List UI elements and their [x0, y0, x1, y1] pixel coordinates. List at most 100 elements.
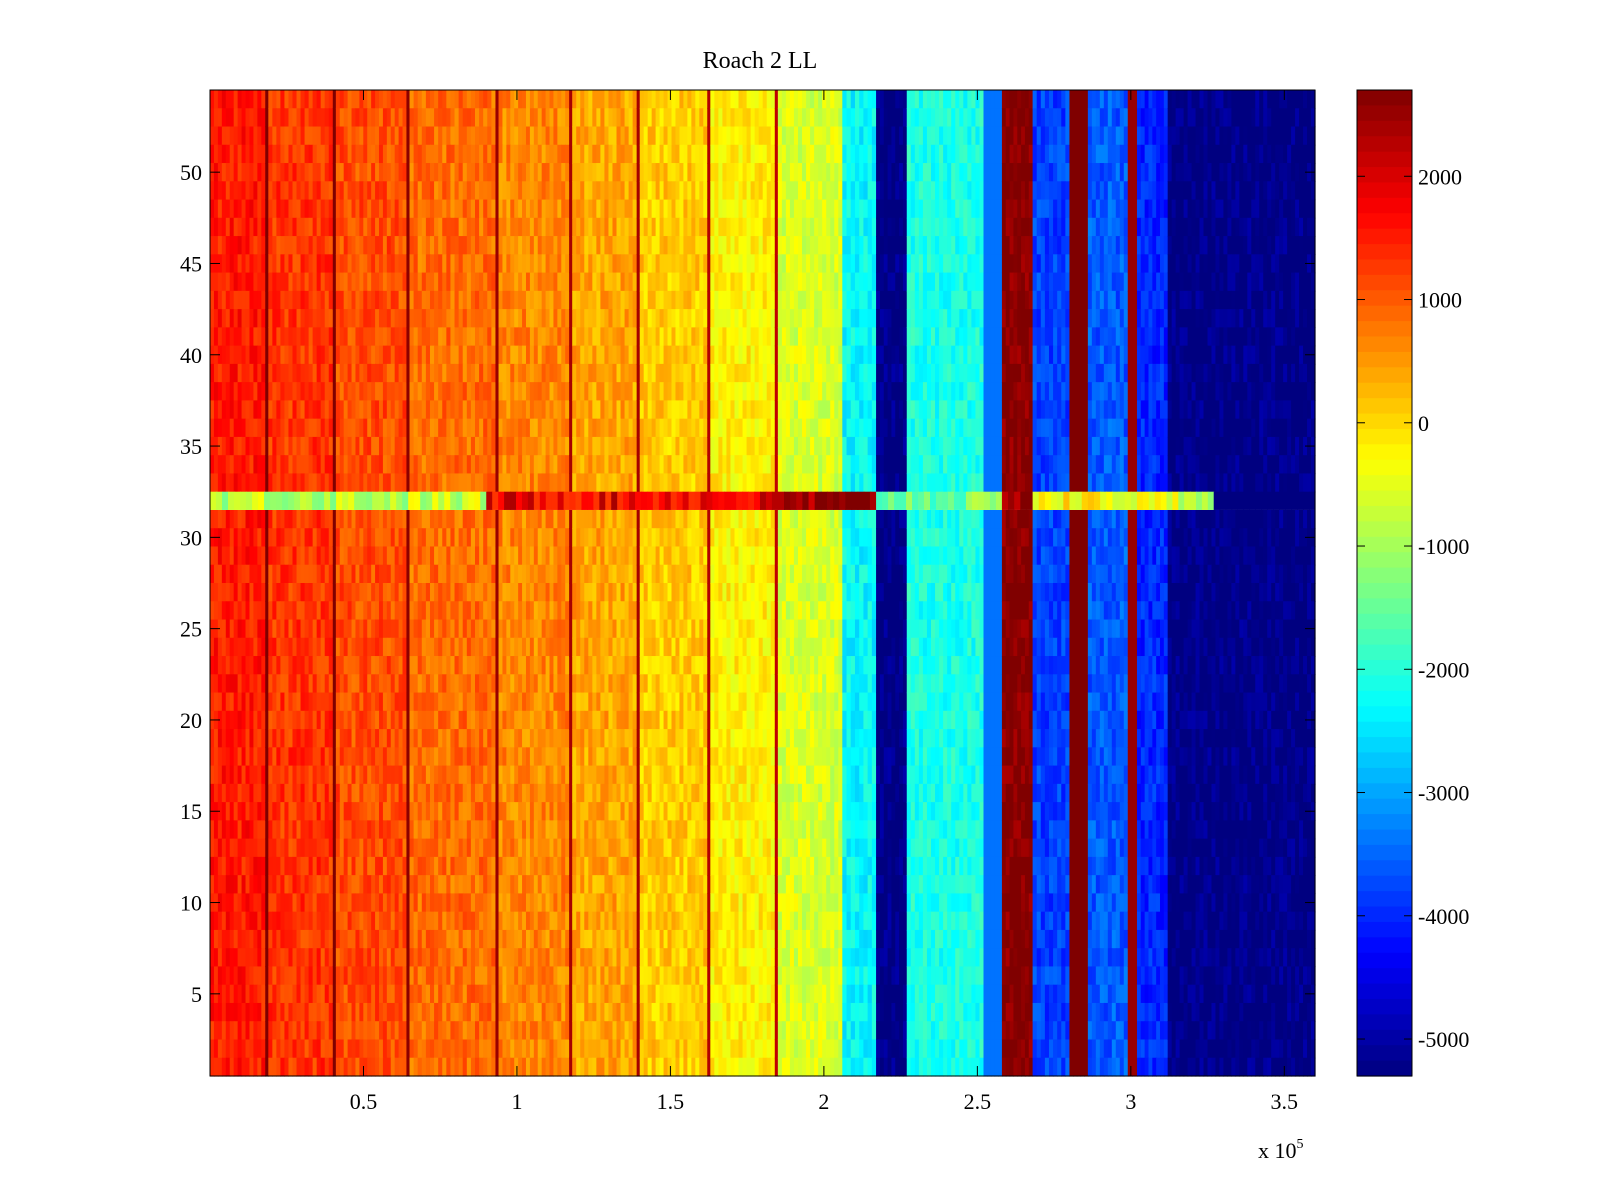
heatmap-cell — [533, 583, 539, 602]
heatmap-cell — [347, 473, 353, 493]
heatmap-cell — [483, 747, 488, 767]
heatmap-cell — [398, 619, 404, 639]
heatmap-cell — [402, 363, 408, 383]
heatmap-cell — [339, 1021, 345, 1041]
heatmap-cell — [510, 163, 515, 182]
heatmap-cell — [378, 90, 384, 109]
heatmap-cell — [413, 619, 419, 639]
heatmap-cell — [237, 656, 243, 675]
heatmap-cell — [525, 601, 531, 621]
heatmap-cell — [561, 674, 566, 694]
heatmap-cell — [328, 126, 334, 146]
heatmap-cell — [466, 875, 472, 895]
heatmap-cell — [300, 199, 306, 219]
heatmap-cell — [537, 856, 543, 876]
heatmap-cell — [462, 473, 468, 493]
heatmap-cell — [470, 108, 476, 128]
heatmap-cell — [553, 1002, 558, 1022]
heatmap-cell — [545, 802, 551, 821]
heatmap-cell — [533, 692, 539, 712]
heatmap-cell — [446, 656, 452, 675]
heatmap-cell — [569, 966, 573, 986]
heatmap-cell — [487, 656, 492, 675]
heatmap-cell — [308, 710, 314, 730]
heatmap-cell — [596, 181, 601, 201]
heatmap-cell — [475, 729, 480, 748]
heatmap-cell — [533, 984, 539, 1004]
heatmap-cell — [288, 765, 294, 785]
heatmap-cell — [479, 473, 484, 493]
heatmap-cell — [510, 236, 515, 255]
heatmap-cell — [518, 911, 523, 931]
heatmap-cell — [253, 309, 258, 328]
heatmap-cell — [462, 254, 468, 274]
heatmap-cell — [506, 290, 511, 310]
heatmap-cell — [328, 1039, 334, 1059]
heatmap-cell — [378, 236, 384, 255]
heatmap-cell — [233, 674, 239, 694]
heatmap-cell — [351, 345, 357, 365]
heatmap-cell — [409, 382, 415, 402]
heatmap-cell — [525, 747, 531, 767]
heatmap-cell — [425, 144, 431, 164]
heatmap-cell — [375, 583, 380, 602]
heatmap-cell — [257, 90, 262, 109]
heatmap-cell — [446, 637, 452, 657]
heatmap-cell — [363, 929, 368, 949]
heatmap-cell — [458, 656, 464, 675]
heatmap-cell — [241, 509, 247, 529]
heatmap-cell — [413, 820, 419, 840]
heatmap-cell — [351, 528, 357, 548]
heatmap-cell — [221, 838, 227, 858]
heatmap-cell — [454, 710, 460, 730]
heatmap-cell — [284, 783, 290, 803]
heatmap-cell — [332, 583, 337, 602]
heatmap-cell — [261, 181, 266, 201]
heatmap-cell — [332, 802, 337, 821]
heatmap-cell — [541, 674, 547, 694]
heatmap-cell — [553, 710, 558, 730]
heatmap-cell — [312, 455, 318, 475]
heatmap-cell — [304, 1021, 310, 1041]
heatmap-cell — [454, 856, 460, 876]
heatmap-cell — [553, 911, 558, 931]
heatmap-cell — [525, 564, 531, 584]
heatmap-cell — [417, 455, 423, 475]
heatmap-cell — [537, 382, 543, 402]
heatmap-cell — [498, 984, 504, 1004]
heatmap-cell — [413, 1039, 419, 1059]
heatmap-cell — [300, 1039, 306, 1059]
heatmap-cell — [446, 802, 452, 821]
heatmap-cell — [378, 199, 384, 219]
heatmap-cell — [292, 674, 298, 694]
heatmap-cell — [375, 163, 380, 182]
heatmap-cell — [545, 765, 551, 785]
heatmap-cell — [304, 528, 310, 548]
heatmap-cell — [541, 948, 547, 968]
heatmap-cell — [398, 528, 404, 548]
heatmap-cell — [355, 564, 360, 584]
heatmap-cell — [241, 363, 247, 383]
heatmap-cell — [280, 619, 286, 639]
heatmap-cell — [518, 236, 523, 255]
heatmap-cell — [359, 674, 364, 694]
heatmap-cell — [541, 583, 547, 602]
heatmap-cell — [557, 1039, 562, 1059]
heatmap-cell — [572, 144, 577, 164]
heatmap-cell — [529, 893, 535, 913]
heatmap-cell — [221, 546, 227, 566]
heatmap-cell — [316, 1021, 322, 1041]
heatmap-cell — [241, 893, 247, 913]
heatmap-cell — [371, 893, 376, 913]
heatmap-cell — [462, 418, 468, 438]
heatmap-cell — [324, 692, 330, 712]
heatmap-cell — [483, 583, 488, 602]
heatmap-cell — [300, 90, 306, 109]
heatmap-cell — [308, 783, 314, 803]
heatmap-cell — [498, 309, 504, 328]
heatmap-cell — [253, 692, 258, 712]
heatmap-cell — [406, 546, 411, 566]
heatmap-cell — [335, 254, 341, 274]
heatmap-cell — [213, 400, 219, 420]
heatmap-cell — [375, 1021, 380, 1041]
